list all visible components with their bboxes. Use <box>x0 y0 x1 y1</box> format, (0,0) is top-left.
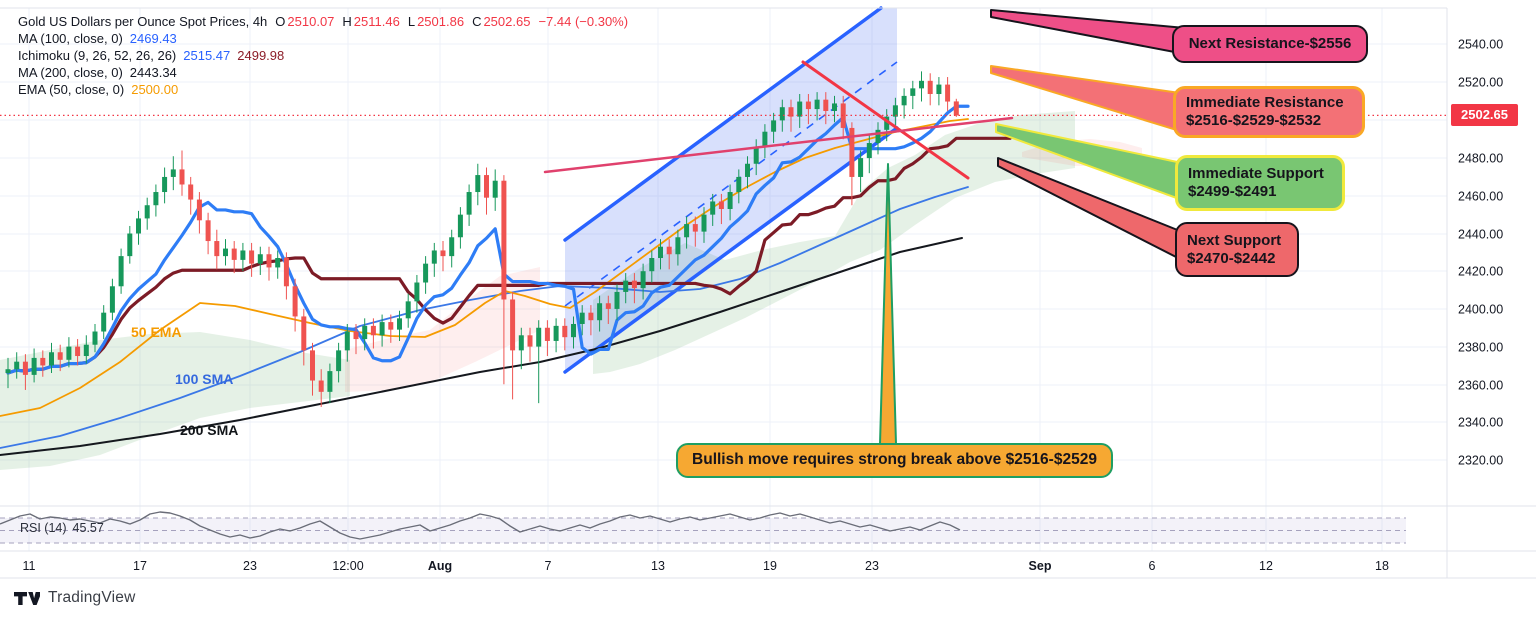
callout-tail-next-resistance <box>990 9 1186 55</box>
rsi-value: 45.57 <box>72 521 104 535</box>
rsi-name: RSI (14) <box>20 521 67 535</box>
indicator-name: MA (100, close, 0) <box>18 31 123 46</box>
falling-red-trendline[interactable] <box>801 60 970 180</box>
rising-pink-trendline[interactable] <box>543 116 1014 174</box>
callout-text: Bullish move requires strong break above… <box>692 451 1097 469</box>
svg-text:2400.00: 2400.00 <box>1458 303 1503 317</box>
callout-next-resistance[interactable]: Next Resistance-$2556 <box>1172 25 1368 63</box>
ema-50-line[interactable] <box>0 118 969 417</box>
pane-separators <box>0 7 1536 579</box>
svg-text:7: 7 <box>545 559 552 573</box>
indicator-name: MA (200, close, 0) <box>18 65 123 80</box>
ohlc-key: H <box>342 14 352 29</box>
ohlc-value: 2510.07 <box>287 14 335 29</box>
ma-label-100-sma: 100 SMA <box>175 371 234 387</box>
svg-text:2540.00: 2540.00 <box>1458 38 1503 52</box>
ohlc-key: L <box>407 14 416 29</box>
svg-text:Aug: Aug <box>428 559 452 573</box>
callout-tails[interactable] <box>879 9 1186 445</box>
symbol-title: Gold US Dollars per Ounce Spot Prices, 4… <box>18 14 268 29</box>
callout-next-support[interactable]: Next Support $2470-$2442 <box>1175 222 1299 277</box>
svg-text:2380.00: 2380.00 <box>1458 341 1503 355</box>
svg-text:13: 13 <box>651 559 665 573</box>
time-axis[interactable]: 11 17 23 12:00 Aug 7 13 19 23 Sep 6 12 18 <box>23 559 1389 573</box>
svg-text:2440.00: 2440.00 <box>1458 228 1503 242</box>
svg-text:2320.00: 2320.00 <box>1458 454 1503 468</box>
ma-label-200-sma: 200 SMA <box>180 422 239 438</box>
svg-text:2340.00: 2340.00 <box>1458 416 1503 430</box>
ohlc-value: 2501.86 <box>417 14 465 29</box>
tradingview-label: TradingView <box>48 589 136 606</box>
callout-immediate-resistance[interactable]: Immediate Resistance $2516-$2529-$2532 <box>1173 86 1365 138</box>
ohlc-key: C <box>472 14 482 29</box>
legend-indicator-row-0[interactable]: MA (100, close, 0) 2469.43 <box>18 30 628 47</box>
svg-text:23: 23 <box>243 559 257 573</box>
svg-text:12:00: 12:00 <box>332 559 363 573</box>
svg-text:18: 18 <box>1375 559 1389 573</box>
ohlc-value: 2511.46 <box>353 14 400 29</box>
svg-text:23: 23 <box>865 559 879 573</box>
ohlc-key: O <box>275 14 286 29</box>
callout-text: Next Resistance-$2556 <box>1188 35 1352 52</box>
svg-text:Sep: Sep <box>1029 559 1052 573</box>
callout-text: Immediate Resistance <box>1186 94 1344 111</box>
callout-text: $2499-$2491 <box>1188 183 1277 200</box>
svg-text:2360.00: 2360.00 <box>1458 379 1503 393</box>
rsi-pane[interactable] <box>0 511 1406 544</box>
indicator-value: 2500.00 <box>131 82 179 97</box>
price-change: −7.44 (−0.30%) <box>538 14 629 29</box>
indicator-name: EMA (50, close, 0) <box>18 82 125 97</box>
callout-immediate-support[interactable]: Immediate Support $2499-$2491 <box>1175 155 1345 211</box>
indicator-value: 2443.34 <box>129 65 177 80</box>
last-price-badge: 2502.65 <box>1451 104 1518 126</box>
ohlc-value: 2502.65 <box>483 14 531 29</box>
legend-indicator-row-1[interactable]: Ichimoku (9, 26, 52, 26, 26) 2515.47 2499.… <box>18 47 628 64</box>
indicator-name: Ichimoku (9, 26, 52, 26, 26) <box>18 48 177 63</box>
legend-indicator-row-3[interactable]: EMA (50, close, 0) 2500.00 <box>18 81 628 98</box>
svg-text:6: 6 <box>1149 559 1156 573</box>
callout-bullish-move[interactable]: Bullish move requires strong break above… <box>676 443 1113 478</box>
indicator-value: 2515.47 <box>183 48 231 63</box>
callout-text: $2516-$2529-$2532 <box>1186 112 1322 129</box>
svg-text:2520.00: 2520.00 <box>1458 76 1503 90</box>
ichimoku-conversion-line[interactable] <box>6 104 970 375</box>
rsi-indicator-label[interactable]: RSI (14) 45.57 <box>20 521 104 535</box>
svg-text:2480.00: 2480.00 <box>1458 152 1503 166</box>
chart-legend: Gold US Dollars per Ounce Spot Prices, 4… <box>18 13 628 98</box>
price-axis[interactable]: 2540.002520.002500.002480.002460.002440.… <box>1458 38 1503 468</box>
legend-indicator-row-2[interactable]: MA (200, close, 0) 2443.34 <box>18 64 628 81</box>
svg-text:19: 19 <box>763 559 777 573</box>
svg-text:11: 11 <box>23 559 36 573</box>
svg-text:12: 12 <box>1259 559 1273 573</box>
tradingview-icon <box>14 591 40 605</box>
ascending-channel[interactable] <box>563 6 899 374</box>
indicator-value: 2469.43 <box>129 31 177 46</box>
candlestick-series[interactable] <box>5 71 959 407</box>
sma-200-line[interactable] <box>0 237 963 456</box>
callout-text: $2470-$2442 <box>1187 249 1276 267</box>
svg-text:2420.00: 2420.00 <box>1458 265 1503 279</box>
callout-text: Next Support <box>1187 231 1282 249</box>
callout-text: Immediate Support <box>1188 165 1324 182</box>
legend-symbol-row[interactable]: Gold US Dollars per Ounce Spot Prices, 4… <box>18 13 628 30</box>
ichimoku-base-line[interactable] <box>6 136 1012 375</box>
indicator-value: 2499.98 <box>237 48 285 63</box>
svg-text:2460.00: 2460.00 <box>1458 190 1503 204</box>
ma-label-50-ema: 50 EMA <box>131 324 182 340</box>
tradingview-watermark[interactable]: TradingView <box>14 589 136 607</box>
svg-text:17: 17 <box>133 559 147 573</box>
